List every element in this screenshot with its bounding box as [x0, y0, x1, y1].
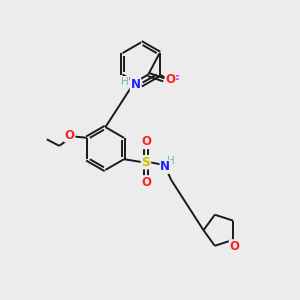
- Text: S: S: [141, 156, 150, 169]
- Text: O: O: [230, 240, 240, 253]
- Text: F: F: [172, 74, 179, 87]
- Text: H: H: [167, 156, 175, 166]
- Text: O: O: [141, 136, 151, 148]
- Text: O: O: [165, 74, 175, 86]
- Text: H: H: [121, 76, 129, 87]
- Text: O: O: [64, 129, 75, 142]
- Text: N: N: [160, 160, 170, 173]
- Text: N: N: [130, 78, 140, 91]
- Text: O: O: [141, 176, 151, 189]
